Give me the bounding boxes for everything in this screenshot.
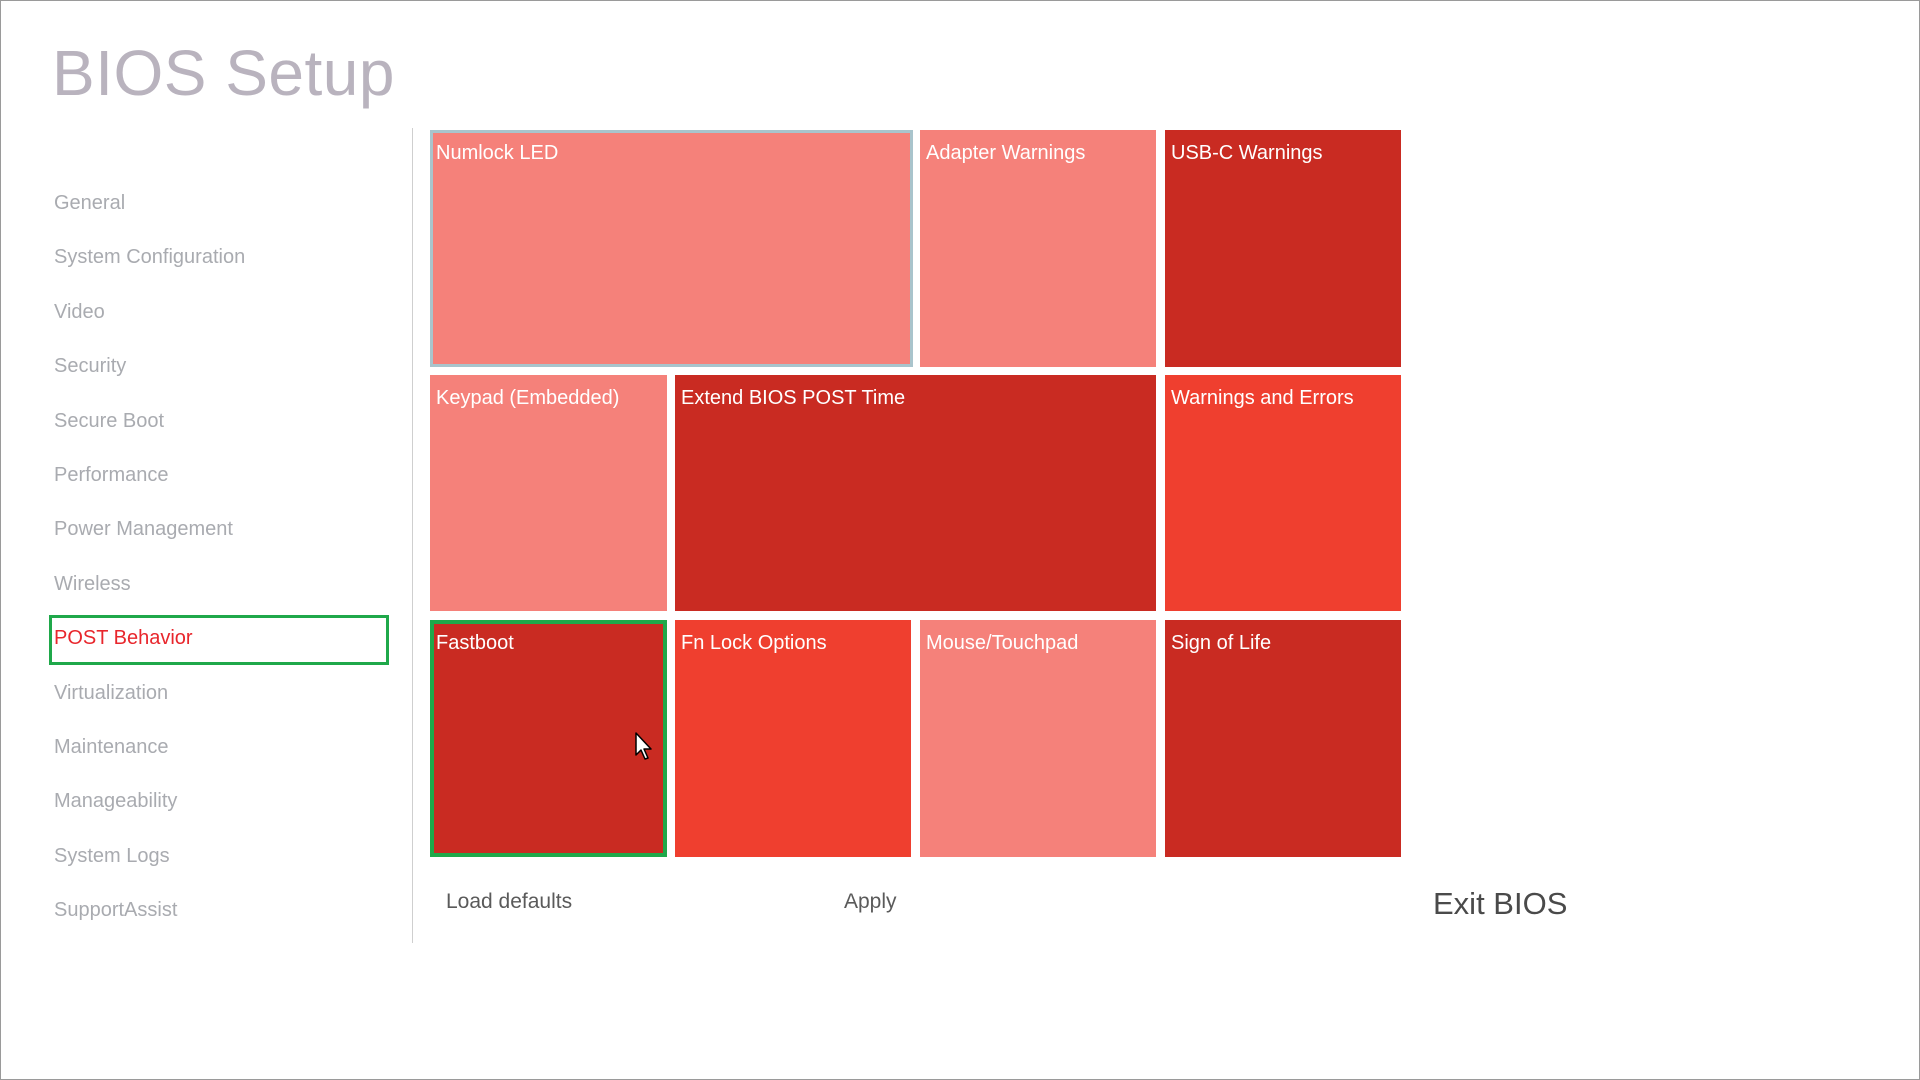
sidebar-item-security[interactable]: Security <box>54 355 127 378</box>
tile-label: Extend BIOS POST Time <box>681 387 906 409</box>
apply-button[interactable]: Apply <box>844 890 897 913</box>
exit-bios-button[interactable]: Exit BIOS <box>1433 886 1568 921</box>
tile-label: Fn Lock Options <box>681 632 827 654</box>
tile-label: Sign of Life <box>1171 632 1272 654</box>
tile-keypad-embedded[interactable]: Keypad (Embedded) <box>430 375 667 611</box>
tile-label: Keypad (Embedded) <box>436 387 620 409</box>
sidebar-item-post-behavior[interactable]: POST Behavior <box>49 611 394 666</box>
sidebar-item-general[interactable]: General <box>54 192 126 214</box>
sidebar-item-power-management[interactable]: Power Management <box>54 518 233 541</box>
tile-fastboot[interactable]: Fastboot <box>430 620 667 857</box>
tile-label: Warnings and Errors <box>1171 387 1354 409</box>
sidebar-item-wireless[interactable]: Wireless <box>54 572 131 595</box>
sidebar-item-virtualization[interactable]: Virtualization <box>54 681 169 704</box>
tile-adapter-warnings[interactable]: Adapter Warnings <box>920 130 1156 367</box>
tile-sign-of-life[interactable]: Sign of Life <box>1165 620 1401 857</box>
page-title: BIOS Setup <box>52 37 395 109</box>
tile-extend-bios-post-time[interactable]: Extend BIOS POST Time <box>675 375 1156 611</box>
sidebar-item-video[interactable]: Video <box>54 300 105 323</box>
tile-numlock-led[interactable]: Numlock LED <box>430 130 913 367</box>
sidebar-divider <box>412 128 413 943</box>
sidebar-item-system-configuration[interactable]: System Configuration <box>54 246 246 269</box>
tile-fn-lock-options[interactable]: Fn Lock Options <box>675 620 911 857</box>
sidebar-item-secure-boot[interactable]: Secure Boot <box>54 409 165 432</box>
sidebar-item-system-logs[interactable]: System Logs <box>54 844 170 867</box>
sidebar-item-maintenance[interactable]: Maintenance <box>54 735 169 758</box>
tile-warnings-and-errors[interactable]: Warnings and Errors <box>1165 375 1401 611</box>
sidebar-item-supportassist[interactable]: SupportAssist <box>54 899 178 922</box>
tile-usb-c-warnings[interactable]: USB-C Warnings <box>1165 130 1401 367</box>
tile-label: Adapter Warnings <box>926 142 1086 164</box>
tile-label: Numlock LED <box>436 142 559 164</box>
tile-mouse-touchpad[interactable]: Mouse/Touchpad <box>920 620 1156 857</box>
sidebar-item-performance[interactable]: Performance <box>54 463 169 486</box>
load-defaults-button[interactable]: Load defaults <box>446 890 573 913</box>
mouse-cursor-icon <box>635 732 652 760</box>
sidebar-nav: General System Configuration Video Secur… <box>49 176 394 937</box>
tile-label: Mouse/Touchpad <box>926 632 1079 654</box>
tile-label: USB-C Warnings <box>1171 142 1323 164</box>
sidebar-item-manageability[interactable]: Manageability <box>54 790 178 813</box>
tile-label: Fastboot <box>436 632 514 654</box>
